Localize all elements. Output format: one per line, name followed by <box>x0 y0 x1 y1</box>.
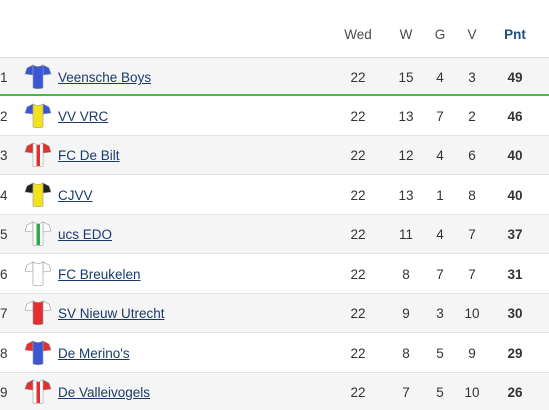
table-row: 2 VV VRC 22 13 7 2 46 <box>0 97 549 136</box>
drawn-cell: 3 <box>436 306 444 321</box>
points-cell: 49 <box>507 70 523 85</box>
won-cell: 7 <box>402 385 410 400</box>
position-cell: 1 <box>0 70 8 85</box>
won-cell: 8 <box>402 267 410 282</box>
team-kit-icon <box>24 142 52 168</box>
lost-cell: 7 <box>468 227 476 242</box>
team-kit-icon <box>24 182 52 208</box>
drawn-cell: 4 <box>436 227 444 242</box>
lost-cell: 8 <box>468 188 476 203</box>
drawn-cell: 5 <box>436 346 444 361</box>
won-cell: 13 <box>398 109 414 124</box>
table-row: 8 De Merino's 22 8 5 9 29 <box>0 334 549 373</box>
lost-cell: 10 <box>464 385 480 400</box>
played-cell: 22 <box>350 346 366 361</box>
played-cell: 22 <box>350 306 366 321</box>
won-cell: 9 <box>402 306 410 321</box>
team-kit-icon <box>24 64 52 90</box>
position-cell: 5 <box>0 227 8 242</box>
points-cell: 40 <box>507 148 523 163</box>
drawn-cell: 7 <box>436 109 444 124</box>
drawn-cell: 1 <box>436 188 444 203</box>
team-link[interactable]: De Merino's <box>58 346 130 361</box>
header-drawn[interactable]: G <box>434 27 446 42</box>
team-kit-icon <box>24 379 52 405</box>
played-cell: 22 <box>350 188 366 203</box>
position-cell: 7 <box>0 306 8 321</box>
team-link[interactable]: FC De Bilt <box>58 148 120 163</box>
points-cell: 26 <box>507 385 523 400</box>
team-link[interactable]: ucs EDO <box>58 227 113 242</box>
table-row: 7 SV Nieuw Utrecht 22 9 3 10 30 <box>0 294 549 333</box>
header-played[interactable]: Wed <box>344 27 372 42</box>
drawn-cell: 7 <box>436 267 444 282</box>
lost-cell: 10 <box>464 306 480 321</box>
lost-cell: 9 <box>468 346 476 361</box>
header-lost[interactable]: V <box>467 27 477 42</box>
team-link[interactable]: Veensche Boys <box>58 70 152 85</box>
points-cell: 46 <box>507 109 523 124</box>
drawn-cell: 4 <box>436 148 444 163</box>
table-row: 9 De Valleivogels 22 7 5 10 26 <box>0 373 549 410</box>
position-cell: 4 <box>0 188 8 203</box>
played-cell: 22 <box>350 385 366 400</box>
table-row: 5 ucs EDO 22 11 4 7 37 <box>0 215 549 254</box>
position-cell: 9 <box>0 385 8 400</box>
position-cell: 6 <box>0 267 8 282</box>
played-cell: 22 <box>350 109 366 124</box>
table-row: 6 FC Breukelen 22 8 7 7 31 <box>0 255 549 294</box>
lost-cell: 7 <box>468 267 476 282</box>
won-cell: 11 <box>398 227 413 242</box>
won-cell: 8 <box>402 346 410 361</box>
points-cell: 30 <box>507 306 523 321</box>
lost-cell: 6 <box>468 148 476 163</box>
team-kit-icon <box>24 300 52 326</box>
points-cell: 29 <box>507 346 523 361</box>
table-row: 1 Veensche Boys 22 15 4 3 49 <box>0 57 549 96</box>
position-cell: 3 <box>0 148 8 163</box>
team-link[interactable]: CJVV <box>58 188 93 203</box>
lost-cell: 2 <box>468 109 476 124</box>
played-cell: 22 <box>350 70 366 85</box>
team-kit-icon <box>24 221 52 247</box>
team-link[interactable]: SV Nieuw Utrecht <box>58 306 165 321</box>
team-kit-icon <box>24 340 52 366</box>
played-cell: 22 <box>350 148 366 163</box>
team-link[interactable]: FC Breukelen <box>58 267 141 282</box>
drawn-cell: 4 <box>436 70 444 85</box>
played-cell: 22 <box>350 227 366 242</box>
header-points[interactable]: Pnt <box>504 27 526 42</box>
played-cell: 22 <box>350 267 366 282</box>
won-cell: 13 <box>398 188 414 203</box>
points-cell: 31 <box>507 267 523 282</box>
team-kit-icon <box>24 261 52 287</box>
lost-cell: 3 <box>468 70 476 85</box>
won-cell: 15 <box>398 70 414 85</box>
points-cell: 37 <box>507 227 523 242</box>
team-kit-icon <box>24 103 52 129</box>
position-cell: 2 <box>0 109 8 124</box>
table-header: Wed W G V Pnt <box>0 0 549 57</box>
won-cell: 12 <box>398 148 414 163</box>
team-link[interactable]: De Valleivogels <box>58 385 151 400</box>
points-cell: 40 <box>507 188 523 203</box>
table-row: 4 CJVV 22 13 1 8 40 <box>0 176 549 215</box>
position-cell: 8 <box>0 346 8 361</box>
header-won[interactable]: W <box>399 27 413 42</box>
table-row: 3 FC De Bilt 22 12 4 6 40 <box>0 136 549 175</box>
drawn-cell: 5 <box>436 385 444 400</box>
team-link[interactable]: VV VRC <box>58 109 109 124</box>
